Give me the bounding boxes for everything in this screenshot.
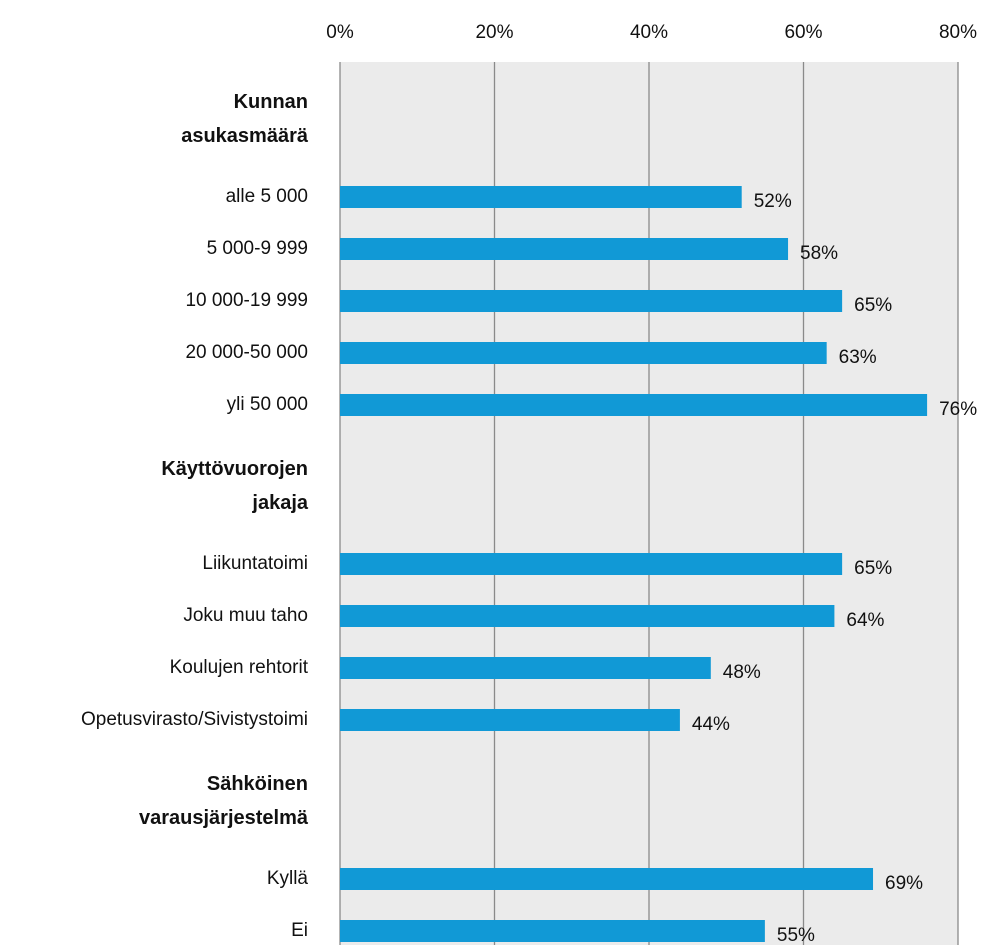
group-heading: Käyttövuorojen jakaja (161, 458, 309, 514)
value-label: 65% (854, 295, 892, 316)
bar (340, 605, 835, 627)
value-label: 58% (800, 243, 838, 264)
bar (340, 709, 680, 731)
value-label: 76% (939, 399, 977, 420)
group-heading: Kunnan asukasmäärä (181, 91, 309, 147)
value-label: 64% (846, 610, 884, 631)
x-tick-label: 0% (326, 22, 354, 43)
category-label: Ei (291, 920, 308, 941)
bar (340, 342, 827, 364)
value-label: 52% (754, 191, 792, 212)
bar (340, 920, 765, 942)
value-label: 69% (885, 873, 923, 894)
value-label: 55% (777, 925, 815, 945)
category-label: 20 000-50 000 (185, 342, 308, 363)
x-tick-label: 40% (630, 22, 668, 43)
bar (340, 394, 928, 416)
category-label: 5 000-9 999 (207, 238, 308, 259)
category-label: alle 5 000 (226, 186, 308, 207)
category-label: Joku muu taho (183, 605, 308, 626)
bar (340, 238, 789, 260)
bar (340, 553, 843, 575)
value-label: 48% (723, 662, 761, 683)
value-label: 63% (839, 347, 877, 368)
bar (340, 186, 742, 208)
x-tick-label: 60% (784, 22, 822, 43)
category-label: 10 000-19 999 (185, 290, 308, 311)
value-label: 65% (854, 558, 892, 579)
bar (340, 290, 843, 312)
x-tick-label: 20% (475, 22, 513, 43)
category-label: Kyllä (267, 868, 309, 889)
category-label: Opetusvirasto/Sivistystoimi (81, 709, 308, 730)
category-label: Liikuntatoimi (202, 553, 308, 574)
category-label: Koulujen rehtorit (170, 657, 309, 678)
bar (340, 657, 711, 679)
x-tick-label: 80% (939, 22, 977, 43)
group-heading: Sähköinen varausjärjestelmä (139, 773, 309, 829)
category-label: yli 50 000 (227, 394, 308, 415)
value-label: 44% (692, 714, 730, 735)
bar (340, 868, 874, 890)
